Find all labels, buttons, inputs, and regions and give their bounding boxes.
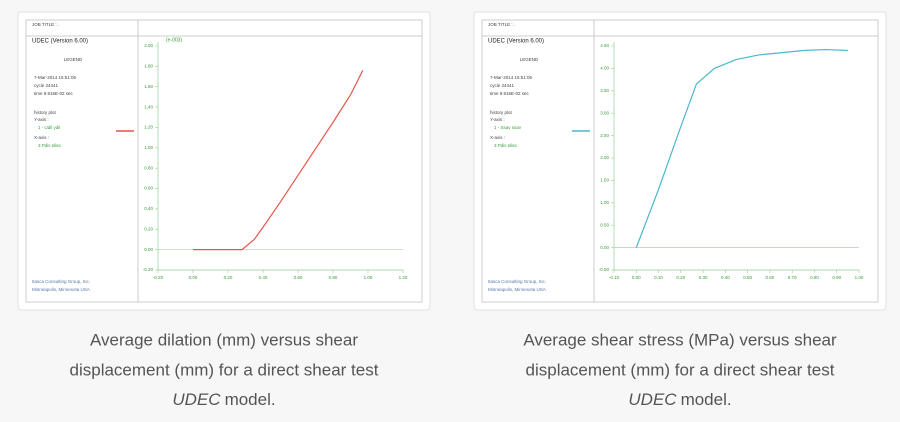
plot-panel <box>137 35 423 303</box>
y-tick-label: 1.00 <box>600 200 609 205</box>
y-tick-label: 3.00 <box>600 110 609 115</box>
y-tick-label: 0.00 <box>144 247 153 252</box>
program: UDEC (Version 6.00) <box>32 39 88 45</box>
job-title: JOB TITLE : . <box>488 22 515 27</box>
cycle: cycle 24441 <box>490 83 515 88</box>
y-tick-label: 1.50 <box>600 178 609 183</box>
caption: UDEC model. <box>628 390 731 409</box>
y-tick-label: 0.60 <box>144 186 153 191</box>
legend-title: LEGEND <box>520 57 539 62</box>
y-tick-label: 1.00 <box>144 145 153 150</box>
history-label: history plot <box>490 110 513 115</box>
caption-end: model. <box>225 390 276 409</box>
x-tick-label: 1.20 <box>399 275 408 280</box>
caption-end: model. <box>681 390 732 409</box>
caption: UDEC model. <box>172 390 275 409</box>
y-tick-label: 2.00 <box>600 155 609 160</box>
legend-entry: 1 - Ssav ssav <box>494 125 522 130</box>
y-tick-label: 1.20 <box>144 125 153 130</box>
caption-emphasis: UDEC <box>628 390 677 409</box>
y-axis-label: Y-axis : <box>490 117 505 122</box>
y-tick-label: 2.50 <box>600 133 609 138</box>
x-tick-label: 0.70 <box>788 275 797 280</box>
history-label: history plot <box>34 110 57 115</box>
y-tick-label: 1.60 <box>144 84 153 89</box>
y-axis-label: Y-axis : <box>34 117 49 122</box>
y-unit-label: (e-003) <box>166 37 182 43</box>
x-tick-label: 0.60 <box>294 275 303 280</box>
time: time 9.916E-02 sec <box>490 91 530 96</box>
program: UDEC (Version 6.00) <box>488 39 544 45</box>
y-tick-label: 4.50 <box>600 43 609 48</box>
x-tick-label: 0.80 <box>329 275 338 280</box>
y-tick-label: 2.00 <box>144 43 153 48</box>
x-tick-label: 0.80 <box>810 275 819 280</box>
y-tick-label: -0.20 <box>143 267 154 272</box>
x-tick-label: 0.40 <box>259 275 268 280</box>
y-tick-label: 0.20 <box>144 226 153 231</box>
x-tick-label: 0.50 <box>743 275 752 280</box>
x-tick-label: 1.00 <box>364 275 373 280</box>
x-tick-label: -0.10 <box>609 275 620 280</box>
y-tick-label: 1.80 <box>144 64 153 69</box>
caption-emphasis: UDEC <box>172 390 221 409</box>
y-tick-label: 4.00 <box>600 66 609 71</box>
x-tick-label: -0.20 <box>153 275 164 280</box>
x-history: 3 Pdis tdisc <box>38 143 62 148</box>
series-line <box>635 48 848 248</box>
y-tick-label: 0.50 <box>600 222 609 227</box>
legend-panel <box>481 19 595 303</box>
x-history: 3 Pdis tdisc <box>494 143 518 148</box>
series-line <box>193 70 364 251</box>
legend-entry: 1 - Udil ydil <box>38 125 60 130</box>
x-tick-label: 0.90 <box>832 275 841 280</box>
y-tick-label: 3.50 <box>600 88 609 93</box>
x-tick-label: 0.00 <box>632 275 641 280</box>
caption: displacement (mm) for a direct shear tes… <box>526 360 835 379</box>
x-axis-label: X-axis : <box>490 135 505 140</box>
caption: Average shear stress (MPa) versus shear <box>523 330 837 349</box>
y-tick-label: 0.40 <box>144 206 153 211</box>
caption: Average dilation (mm) versus shear <box>90 330 358 349</box>
legend-title: LEGEND <box>64 57 83 62</box>
date: 7-Mar-2014 15:51:05 <box>34 75 77 80</box>
caption: displacement (mm) for a direct shear tes… <box>70 360 379 379</box>
y-tick-label: 1.40 <box>144 104 153 109</box>
credit: Itasca Consulting Group, Inc. <box>32 279 90 284</box>
x-axis-label: X-axis : <box>34 135 49 140</box>
x-tick-label: 0.40 <box>721 275 730 280</box>
frame <box>481 19 879 303</box>
y-tick-label: 0.00 <box>600 245 609 250</box>
x-tick-label: 0.00 <box>189 275 198 280</box>
credit: Minneapolis, Minnesota USA <box>32 287 90 292</box>
date: 7-Mar-2014 15:51:05 <box>490 75 533 80</box>
time: time 9.916E-02 sec <box>34 91 74 96</box>
job-title: JOB TITLE : . <box>32 22 59 27</box>
cycle: cycle 24441 <box>34 83 59 88</box>
x-tick-label: 0.10 <box>654 275 663 280</box>
credit: Itasca Consulting Group, Inc. <box>488 279 546 284</box>
x-tick-label: 1.00 <box>855 275 864 280</box>
x-tick-label: 0.60 <box>766 275 775 280</box>
x-tick-label: 0.30 <box>699 275 708 280</box>
x-tick-label: 0.20 <box>676 275 685 280</box>
y-tick-label: -0.50 <box>599 267 610 272</box>
legend-panel <box>25 19 139 303</box>
y-tick-label: 0.80 <box>144 165 153 170</box>
x-tick-label: 0.20 <box>224 275 233 280</box>
frame <box>25 19 423 303</box>
plot-panel <box>593 35 879 303</box>
credit: Minneapolis, Minnesota USA <box>488 287 546 292</box>
